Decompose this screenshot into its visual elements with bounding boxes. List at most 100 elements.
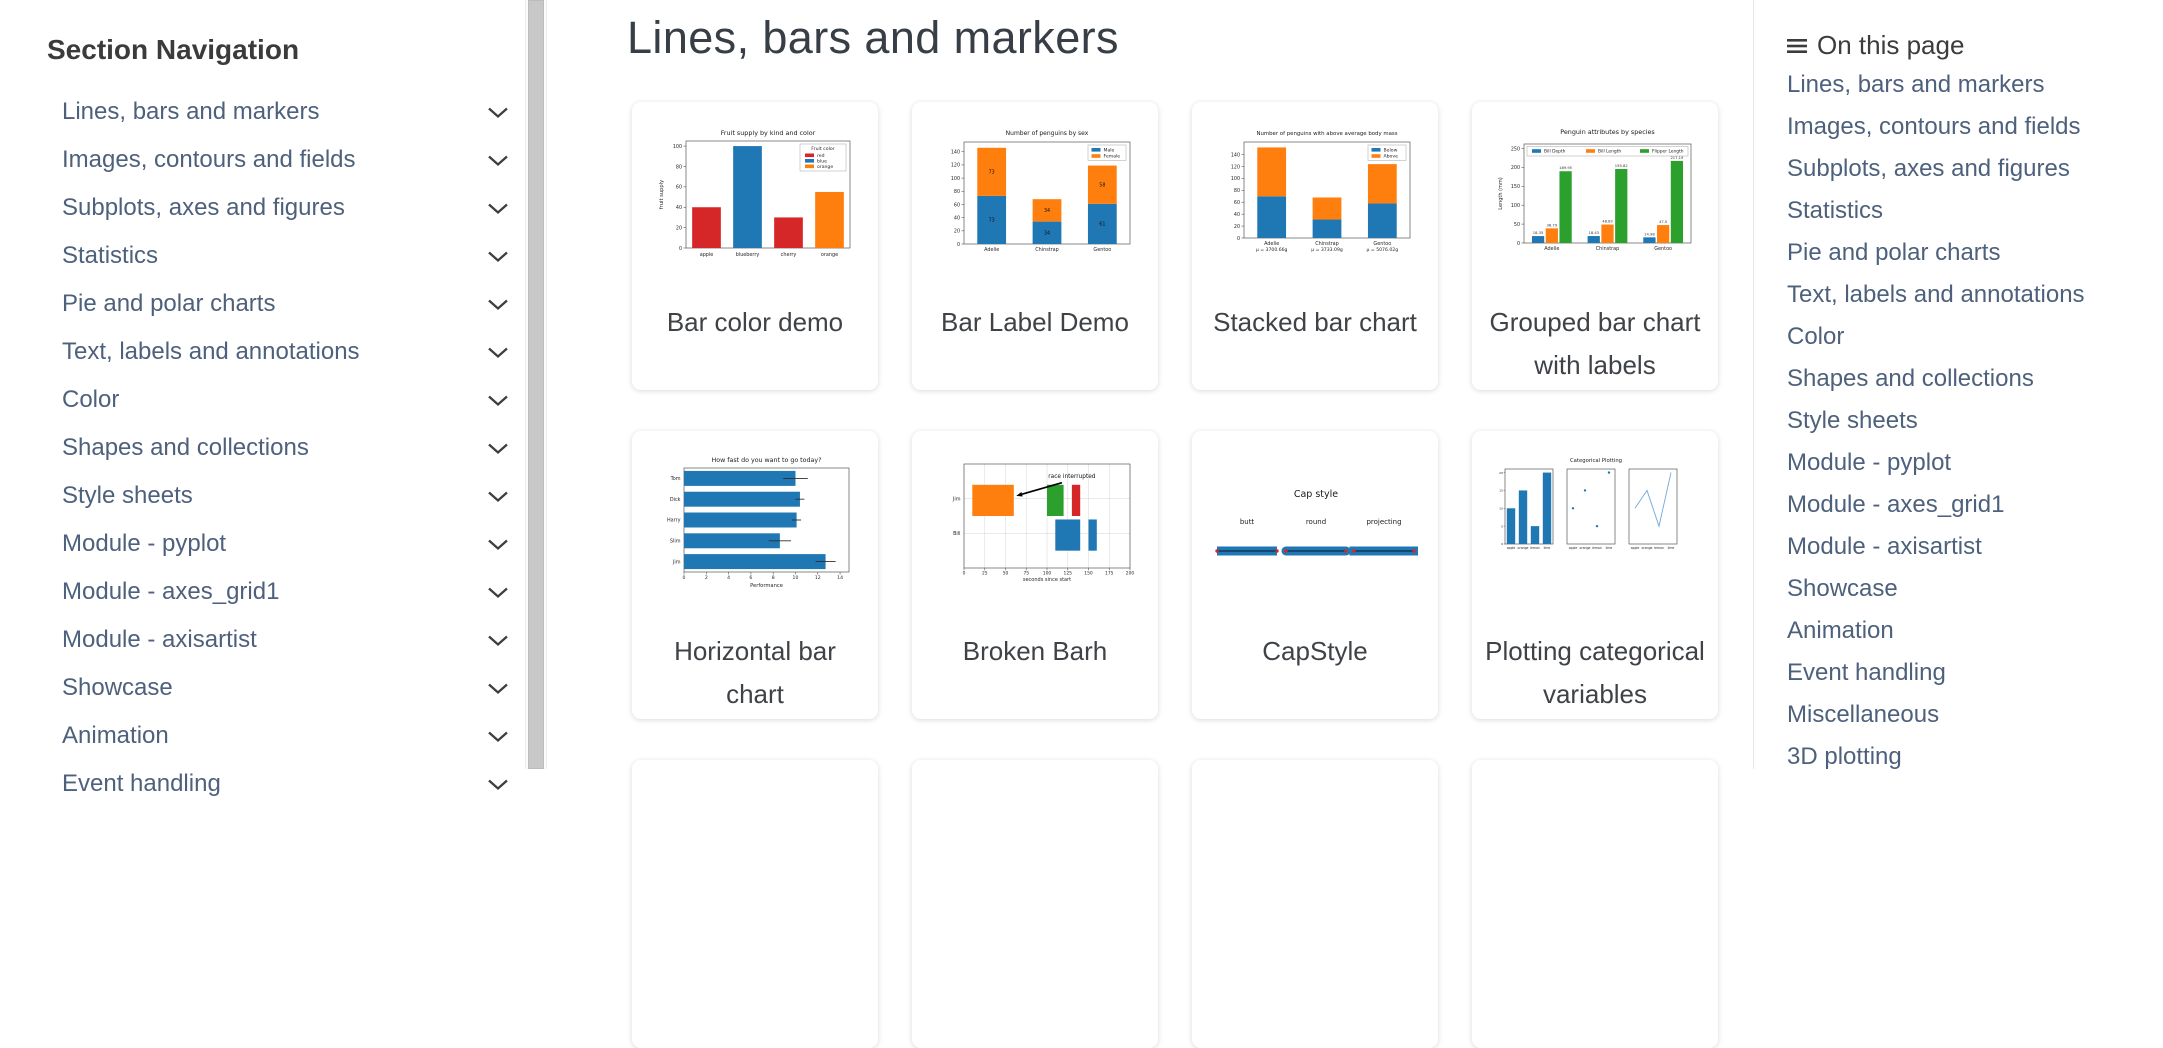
card-caption: Bar Label Demo [941, 307, 1129, 337]
svg-text:15: 15 [1499, 489, 1503, 493]
main-content: Lines, bars and markers Fruit supply by … [548, 0, 1753, 1048]
svg-text:120: 120 [950, 163, 959, 169]
toc-item[interactable]: Statistics [1787, 197, 1884, 224]
gallery-card[interactable]: Fruit supply by kind and color fruit supp… [632, 102, 878, 390]
sidebar-item[interactable]: Shapes and collections [0, 424, 525, 472]
gallery-card[interactable]: Categorical Plotting apple orange lemon lime… [1472, 431, 1718, 719]
chevron-down-icon[interactable] [487, 250, 509, 263]
svg-text:217.19: 217.19 [1670, 156, 1684, 160]
svg-text:100: 100 [1230, 176, 1239, 182]
svg-text:100: 100 [1042, 571, 1051, 577]
sidebar-item[interactable]: Lines, bars and markers [0, 88, 525, 136]
toc-item[interactable]: Module - axes_grid1 [1787, 491, 2005, 518]
svg-text:175: 175 [1105, 571, 1114, 577]
toc-item[interactable]: Subplots, axes and figures [1787, 155, 2070, 182]
sidebar-item[interactable]: Text, labels and annotations [0, 328, 525, 376]
toc-item[interactable]: Color [1787, 323, 1845, 350]
toc-item[interactable]: Miscellaneous [1787, 701, 1940, 728]
toc-item[interactable]: Module - pyplot [1787, 449, 1952, 476]
svg-text:10: 10 [792, 575, 798, 581]
sidebar-scrollbar-track[interactable] [525, 0, 547, 769]
sidebar-item[interactable]: Animation [0, 712, 525, 760]
svg-text:60: 60 [953, 202, 959, 208]
svg-text:Below: Below [1383, 147, 1397, 153]
chevron-down-icon[interactable] [487, 586, 509, 599]
chevron-down-icon[interactable] [487, 490, 509, 503]
svg-text:58: 58 [1099, 182, 1105, 188]
chevron-down-icon[interactable] [487, 394, 509, 407]
svg-text:200: 200 [1510, 165, 1519, 171]
svg-text:0: 0 [678, 246, 681, 252]
gallery-card[interactable]: Bill Jim 0 25 50 75 100 125 150 175 200 seconds sin… [912, 431, 1158, 719]
toc-item[interactable]: Showcase [1787, 575, 1898, 602]
svg-text:100: 100 [672, 144, 681, 150]
toc-item[interactable]: Animation [1787, 617, 1894, 644]
toc-item[interactable]: Module - axisartist [1787, 533, 1982, 560]
chevron-down-icon[interactable] [487, 202, 509, 215]
svg-text:5: 5 [1501, 524, 1503, 528]
svg-text:Fruit color: Fruit color [811, 146, 834, 152]
card-thumbnail: Number of penguins with above average bo… [1213, 122, 1418, 277]
chevron-down-icon[interactable] [487, 442, 509, 455]
gallery-card-partial[interactable] [1472, 760, 1718, 1048]
chevron-down-icon[interactable] [487, 778, 509, 791]
gallery-card-partial[interactable] [632, 760, 878, 1048]
svg-text:Cap style: Cap style [1293, 489, 1337, 500]
toc-item[interactable]: Event handling [1787, 659, 1946, 686]
chevron-down-icon[interactable] [487, 154, 509, 167]
chevron-down-icon[interactable] [487, 682, 509, 695]
gallery-card-partial[interactable] [912, 760, 1158, 1048]
svg-text:25: 25 [981, 571, 987, 577]
gallery-card[interactable]: How fast do you want to go today? 0 2 4 6 8 10… [632, 431, 878, 719]
chevron-down-icon[interactable] [487, 346, 509, 359]
gallery-card[interactable]: Penguin attributes by species Length (mm)… [1472, 102, 1718, 390]
svg-text:lemon: lemon [1654, 546, 1664, 550]
sidebar-item-label: Animation [62, 722, 169, 749]
gallery-card-partial[interactable] [1192, 760, 1438, 1048]
gallery-card[interactable]: Number of penguins with above average bo… [1192, 102, 1438, 390]
sidebar-scrollbar-thumb[interactable] [528, 0, 544, 769]
on-this-page-sidebar: On this page Lines, bars and markers Imag… [1754, 0, 2163, 770]
sidebar-item[interactable]: Subplots, axes and figures [0, 184, 525, 232]
sidebar-item[interactable]: Images, contours and fields [0, 136, 525, 184]
svg-text:2: 2 [704, 575, 707, 581]
toc-item[interactable]: Shapes and collections [1787, 365, 2034, 392]
svg-text:Adelie: Adelie [1544, 246, 1559, 252]
chevron-down-icon[interactable] [487, 106, 509, 119]
sidebar-item[interactable]: Style sheets [0, 472, 525, 520]
sidebar-item[interactable]: Showcase [0, 664, 525, 712]
sidebar-item[interactable]: Event handling [0, 760, 525, 808]
toc-item[interactable]: Lines, bars and markers [1787, 71, 2045, 98]
chevron-down-icon[interactable] [487, 634, 509, 647]
sidebar-item[interactable]: Module - axes_grid1 [0, 568, 525, 616]
sidebar-item[interactable]: Module - axisartist [0, 616, 525, 664]
chevron-down-icon[interactable] [487, 730, 509, 743]
chevron-down-icon[interactable] [487, 538, 509, 551]
card-caption: Plotting categorical variables [1485, 636, 1705, 709]
svg-text:189.95: 189.95 [1559, 166, 1573, 170]
gallery-card[interactable]: Cap style butt round projecting CapStyle [1192, 431, 1438, 719]
sidebar-item[interactable]: Color [0, 376, 525, 424]
svg-text:apple: apple [699, 252, 713, 258]
card-thumbnail: Fruit supply by kind and color fruit supp… [653, 122, 858, 277]
sidebar-item[interactable]: Pie and polar charts [0, 280, 525, 328]
toc-item[interactable]: Style sheets [1787, 407, 1918, 434]
gallery-card[interactable]: Number of penguins by sex 0 20 40 60 80 100 120… [912, 102, 1158, 390]
toc-list: Lines, bars and markers Images, contours … [1787, 64, 2085, 778]
svg-text:20: 20 [953, 229, 959, 235]
svg-text:48.83: 48.83 [1602, 220, 1613, 224]
svg-text:14.98: 14.98 [1644, 232, 1655, 236]
chevron-down-icon[interactable] [487, 298, 509, 311]
svg-text:80: 80 [953, 189, 959, 195]
toc-header: On this page [1787, 30, 1964, 61]
toc-item[interactable]: Text, labels and annotations [1787, 281, 2085, 308]
card-thumbnail: Cap style butt round projecting [1213, 451, 1418, 606]
toc-item[interactable]: 3D plotting [1787, 743, 1902, 770]
svg-text:apple: apple [1630, 546, 1639, 550]
sidebar-item[interactable]: Statistics [0, 232, 525, 280]
sidebar-item[interactable]: Module - pyplot [0, 520, 525, 568]
svg-text:73: 73 [988, 218, 994, 224]
svg-text:Fruit supply by kind and color: Fruit supply by kind and color [720, 129, 815, 137]
toc-item[interactable]: Images, contours and fields [1787, 113, 2081, 140]
toc-item[interactable]: Pie and polar charts [1787, 239, 2001, 266]
